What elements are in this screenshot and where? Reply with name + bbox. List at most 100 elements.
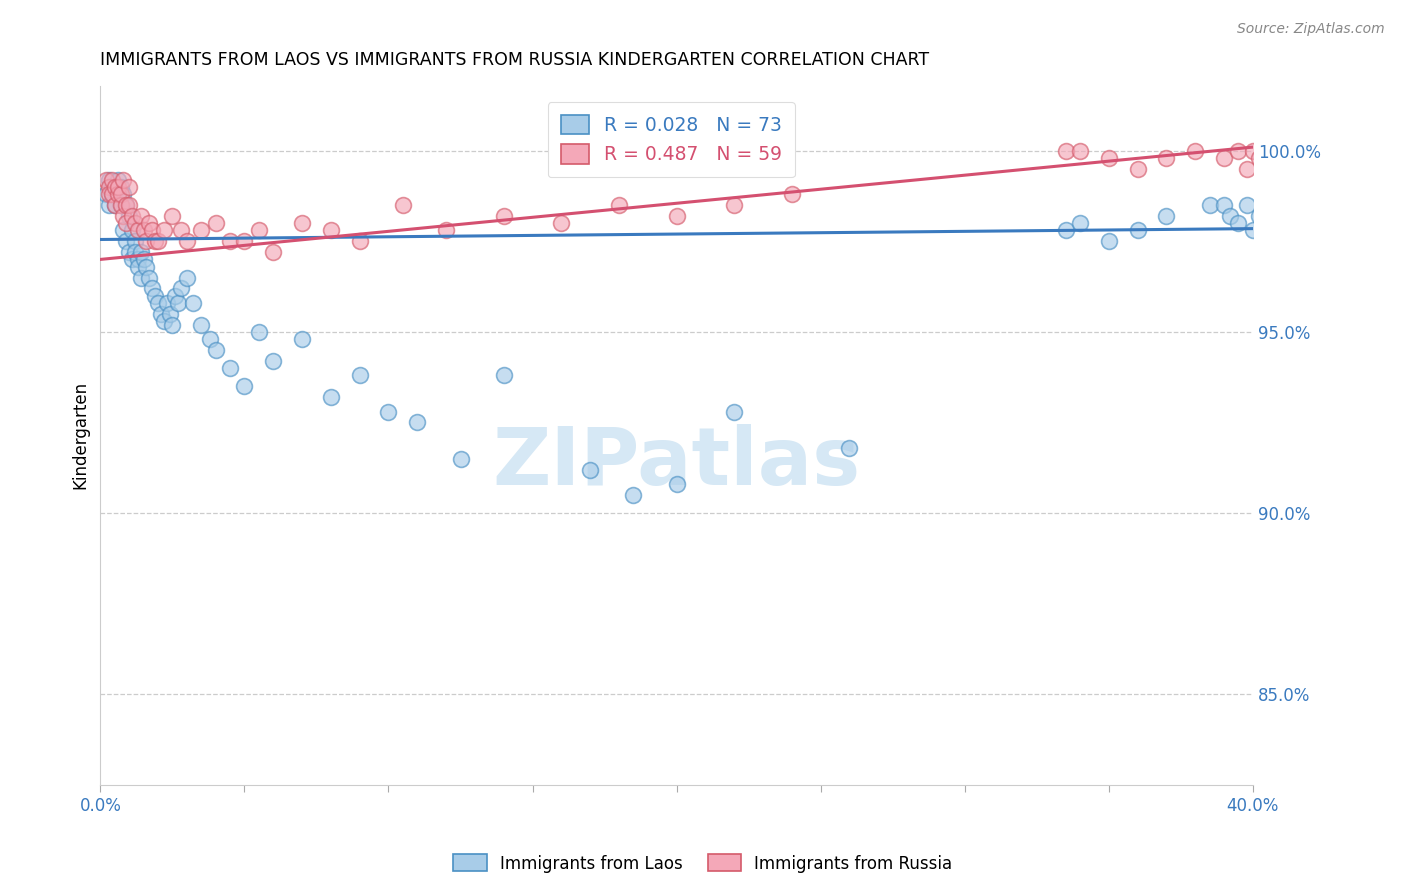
Point <box>434 223 457 237</box>
Point <box>1069 144 1091 158</box>
Point <box>159 307 181 321</box>
Text: IMMIGRANTS FROM LAOS VS IMMIGRANTS FROM RUSSIA KINDERGARTEN CORRELATION CHART: IMMIGRANTS FROM LAOS VS IMMIGRANTS FROM … <box>100 51 929 69</box>
Point <box>127 223 149 237</box>
Point <box>129 245 152 260</box>
Point <box>132 252 155 267</box>
Point <box>135 260 157 274</box>
Point <box>127 252 149 267</box>
Point <box>1098 235 1121 249</box>
Point <box>143 288 166 302</box>
Point <box>319 223 342 237</box>
Point <box>247 325 270 339</box>
Point <box>1184 144 1206 158</box>
Point <box>1098 151 1121 165</box>
Point <box>127 260 149 274</box>
Point <box>1227 144 1250 158</box>
Point <box>118 245 141 260</box>
Text: Source: ZipAtlas.com: Source: ZipAtlas.com <box>1237 22 1385 37</box>
Point <box>129 270 152 285</box>
Point <box>112 187 135 202</box>
Point <box>138 216 160 230</box>
Point <box>107 172 129 186</box>
Point <box>1236 161 1258 176</box>
Point <box>621 488 644 502</box>
Point <box>176 235 198 249</box>
Point <box>780 187 803 202</box>
Point <box>319 390 342 404</box>
Point <box>107 180 129 194</box>
Point <box>94 172 117 186</box>
Point <box>118 180 141 194</box>
Point <box>107 187 129 202</box>
Point <box>101 187 124 202</box>
Point <box>1156 151 1178 165</box>
Legend: Immigrants from Laos, Immigrants from Russia: Immigrants from Laos, Immigrants from Ru… <box>447 847 959 880</box>
Point <box>377 404 399 418</box>
Point <box>262 354 284 368</box>
Point <box>492 368 515 383</box>
Point <box>1156 209 1178 223</box>
Point <box>204 216 226 230</box>
Point <box>104 180 127 194</box>
Point <box>1126 161 1149 176</box>
Point <box>143 235 166 249</box>
Point <box>104 198 127 212</box>
Point <box>219 235 242 249</box>
Point <box>101 172 124 186</box>
Point <box>104 198 127 212</box>
Point <box>190 223 212 237</box>
Point <box>176 270 198 285</box>
Point <box>124 216 146 230</box>
Point <box>233 379 256 393</box>
Point <box>107 187 129 202</box>
Point <box>141 223 163 237</box>
Point <box>112 223 135 237</box>
Point <box>138 270 160 285</box>
Point <box>141 281 163 295</box>
Point <box>1236 198 1258 212</box>
Point <box>1054 223 1077 237</box>
Point <box>291 216 314 230</box>
Point <box>167 296 190 310</box>
Point <box>162 209 184 223</box>
Point <box>118 209 141 223</box>
Point <box>665 209 688 223</box>
Point <box>110 180 132 194</box>
Point <box>146 235 169 249</box>
Point <box>115 235 138 249</box>
Point <box>1213 151 1236 165</box>
Point <box>1219 209 1241 223</box>
Point <box>349 235 371 249</box>
Point <box>406 416 429 430</box>
Point <box>124 245 146 260</box>
Point <box>121 223 143 237</box>
Point <box>181 296 204 310</box>
Point <box>98 172 121 186</box>
Point <box>1241 223 1264 237</box>
Point <box>204 343 226 357</box>
Point <box>115 198 138 212</box>
Point <box>219 361 242 376</box>
Point <box>723 404 745 418</box>
Point <box>121 209 143 223</box>
Point <box>579 462 602 476</box>
Point <box>1247 209 1270 223</box>
Point <box>1069 216 1091 230</box>
Point <box>291 332 314 346</box>
Point <box>450 451 472 466</box>
Point <box>1227 216 1250 230</box>
Text: ZIPatlas: ZIPatlas <box>492 424 860 502</box>
Point <box>110 198 132 212</box>
Point <box>392 198 415 212</box>
Point <box>98 198 121 212</box>
Point <box>838 441 860 455</box>
Point <box>110 187 132 202</box>
Point <box>550 216 572 230</box>
Point <box>115 216 138 230</box>
Point <box>118 198 141 212</box>
Point <box>135 235 157 249</box>
Point <box>349 368 371 383</box>
Point <box>198 332 221 346</box>
Point <box>233 235 256 249</box>
Point <box>723 198 745 212</box>
